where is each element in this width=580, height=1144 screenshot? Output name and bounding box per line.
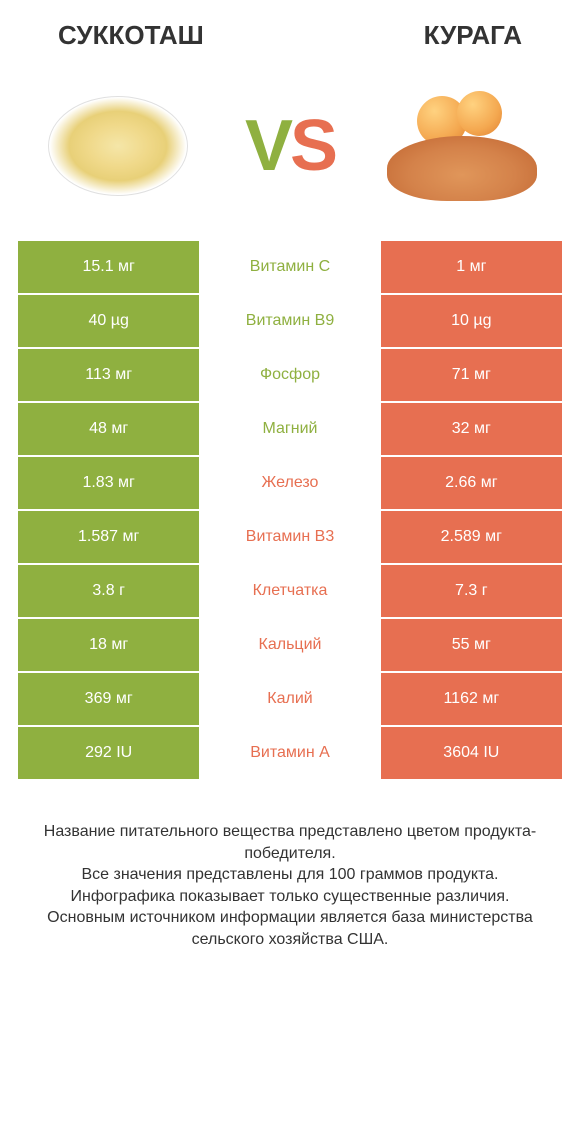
right-value-cell: 7.3 г	[381, 565, 562, 617]
right-value-cell: 10 µg	[381, 295, 562, 347]
table-row: 292 IUВитамин A3604 IU	[18, 727, 562, 779]
nutrient-label-cell: Витамин B9	[199, 295, 380, 347]
table-row: 40 µgВитамин B910 µg	[18, 295, 562, 347]
vs-row: VS	[18, 71, 562, 241]
header: СУККОТАШ КУРАГА	[18, 20, 562, 71]
table-row: 1.587 мгВитамин B32.589 мг	[18, 511, 562, 563]
nutrient-label-cell: Железо	[199, 457, 380, 509]
right-value-cell: 2.66 мг	[381, 457, 562, 509]
vs-s-letter: S	[290, 106, 335, 186]
nutrient-label-cell: Витамин C	[199, 241, 380, 293]
table-row: 113 мгФосфор71 мг	[18, 349, 562, 401]
left-value-cell: 15.1 мг	[18, 241, 199, 293]
left-value-cell: 113 мг	[18, 349, 199, 401]
right-value-cell: 1 мг	[381, 241, 562, 293]
nutrient-label-cell: Магний	[199, 403, 380, 455]
right-value-cell: 2.589 мг	[381, 511, 562, 563]
right-value-cell: 55 мг	[381, 619, 562, 671]
left-food-image	[38, 81, 198, 211]
right-food-image	[382, 81, 542, 211]
table-row: 15.1 мгВитамин C1 мг	[18, 241, 562, 293]
left-food-title: СУККОТАШ	[58, 20, 204, 51]
vs-label: VS	[245, 105, 335, 187]
footer-line: Все значения представлены для 100 граммо…	[28, 864, 552, 886]
table-row: 48 мгМагний32 мг	[18, 403, 562, 455]
table-row: 3.8 гКлетчатка7.3 г	[18, 565, 562, 617]
nutrient-label-cell: Фосфор	[199, 349, 380, 401]
footer-notes: Название питательного вещества представл…	[18, 781, 562, 951]
left-value-cell: 1.587 мг	[18, 511, 199, 563]
left-value-cell: 1.83 мг	[18, 457, 199, 509]
table-row: 18 мгКальций55 мг	[18, 619, 562, 671]
nutrient-label-cell: Витамин A	[199, 727, 380, 779]
table-row: 369 мгКалий1162 мг	[18, 673, 562, 725]
right-food-title: КУРАГА	[424, 20, 522, 51]
right-value-cell: 3604 IU	[381, 727, 562, 779]
comparison-table: 15.1 мгВитамин C1 мг40 µgВитамин B910 µg…	[18, 241, 562, 779]
left-value-cell: 292 IU	[18, 727, 199, 779]
right-value-cell: 71 мг	[381, 349, 562, 401]
footer-line: Название питательного вещества представл…	[28, 821, 552, 864]
right-value-cell: 32 мг	[381, 403, 562, 455]
left-value-cell: 18 мг	[18, 619, 199, 671]
left-value-cell: 3.8 г	[18, 565, 199, 617]
footer-line: Инфографика показывает только существенн…	[28, 886, 552, 908]
nutrient-label-cell: Калий	[199, 673, 380, 725]
left-value-cell: 48 мг	[18, 403, 199, 455]
left-value-cell: 369 мг	[18, 673, 199, 725]
vs-v-letter: V	[245, 106, 290, 186]
nutrient-label-cell: Кальций	[199, 619, 380, 671]
left-value-cell: 40 µg	[18, 295, 199, 347]
table-row: 1.83 мгЖелезо2.66 мг	[18, 457, 562, 509]
right-value-cell: 1162 мг	[381, 673, 562, 725]
nutrient-label-cell: Клетчатка	[199, 565, 380, 617]
footer-line: Основным источником информации является …	[28, 907, 552, 950]
nutrient-label-cell: Витамин B3	[199, 511, 380, 563]
